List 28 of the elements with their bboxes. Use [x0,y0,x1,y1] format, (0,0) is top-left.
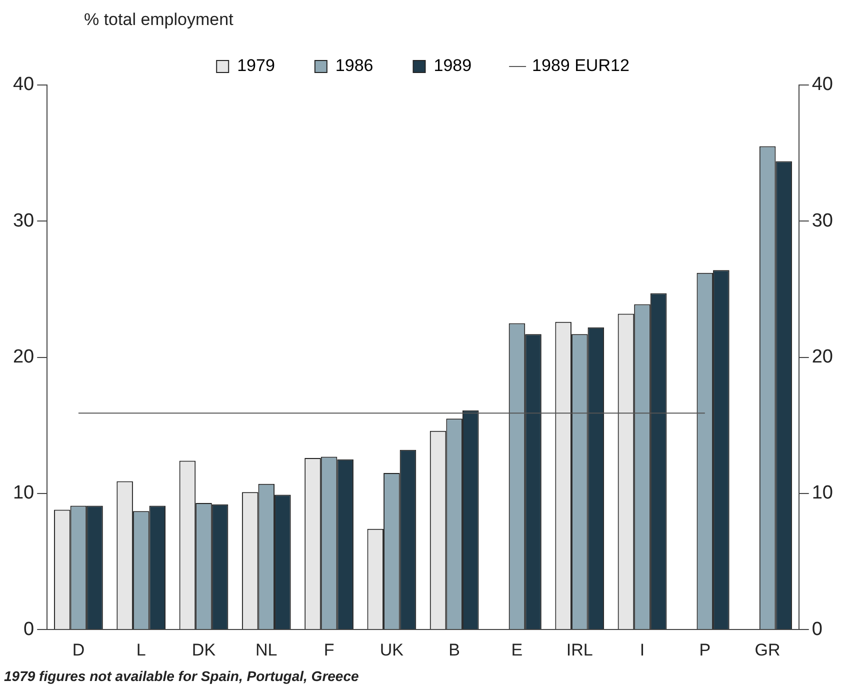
text: 1979 figures not available for Spain, Portugal, Greece [4,668,359,684]
legend-label: 1989 EUR12 [532,56,630,76]
x-tick-label: GR [754,640,780,660]
x-tick-label: D [72,640,85,660]
y2-tick-label: 10 [812,482,834,504]
y-tick-label: 30 [12,210,34,232]
y2-tick-label: 30 [812,210,834,232]
legend-label: 1989 [434,56,472,76]
x-tick-label: L [136,640,146,660]
legend-label: 1979 [237,56,275,76]
y-tick-label: 20 [12,346,34,368]
y2-tick-label: 40 [812,74,834,96]
y-tick-label: 10 [12,482,34,504]
x-tick-label: E [511,640,523,660]
y2-tick-label: 0 [812,618,822,640]
x-tick-label: P [699,640,711,660]
x-tick-label: I [640,640,645,660]
x-tick-label: UK [380,640,404,660]
x-tick-label: IRL [566,640,593,660]
y-axis-title: % total employment [84,10,234,30]
x-tick-label: NL [256,640,278,660]
x-tick-label: B [448,640,460,660]
x-tick-label: DK [192,640,216,660]
y-tick-label: 0 [24,618,34,640]
y-tick-label: 40 [12,74,34,96]
y2-tick-label: 20 [812,346,834,368]
x-tick-label: F [324,640,334,660]
legend-label: 1986 [335,56,374,76]
